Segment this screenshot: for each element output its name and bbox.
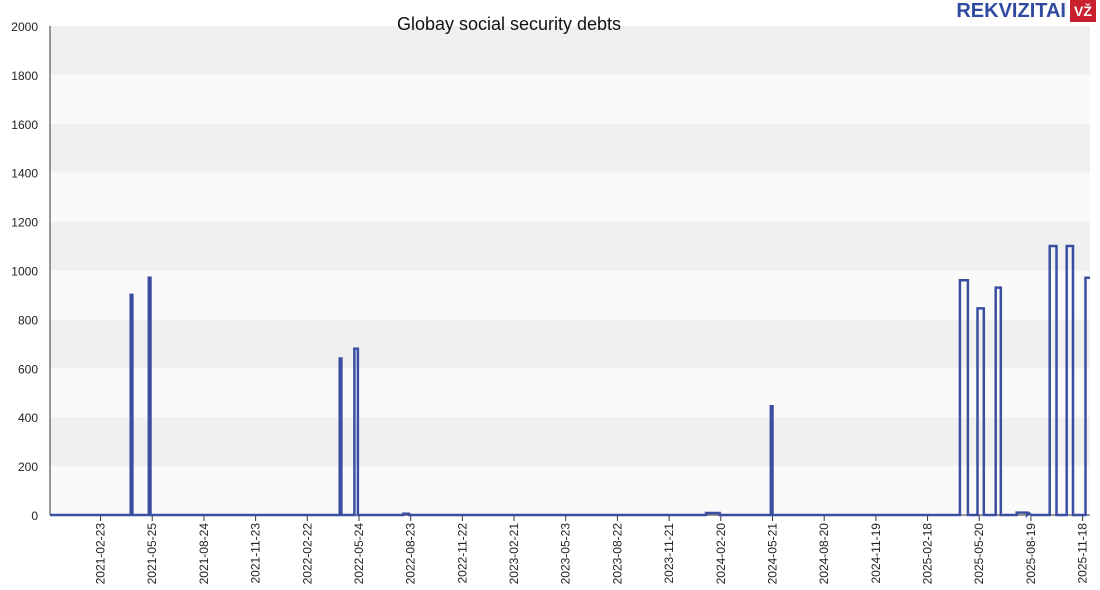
y-tick-label: 1200 (11, 216, 38, 230)
y-tick-label: 2000 (11, 20, 38, 34)
x-tick-label: 2023-02-21 (507, 523, 521, 585)
rekvizitai-logo[interactable]: REKVIZITAI VŽ (956, 0, 1096, 22)
x-tick-label: 2023-08-22 (610, 523, 624, 585)
grid-band (50, 368, 1090, 418)
grid-band (50, 417, 1090, 467)
grid-band (50, 74, 1090, 124)
x-tick-label: 2024-11-19 (869, 523, 883, 584)
grid-band (50, 123, 1090, 173)
x-tick-label: 2022-08-23 (404, 523, 418, 585)
y-tick-label: 1800 (11, 69, 38, 83)
x-tick-label: 2021-02-23 (94, 523, 108, 585)
logo-badge: VŽ (1070, 0, 1096, 22)
y-tick-label: 1000 (11, 265, 38, 279)
grid-band (50, 466, 1090, 515)
x-tick-label: 2025-11-18 (1076, 523, 1090, 584)
y-tick-label: 1400 (11, 167, 38, 181)
x-tick-label: 2021-05-25 (145, 523, 159, 585)
series-line (50, 244, 1090, 519)
y-tick-label: 200 (18, 460, 38, 474)
y-tick-label: 0 (31, 509, 38, 523)
grid-band (50, 319, 1090, 369)
x-tick-label: 2022-05-24 (352, 523, 366, 585)
y-tick-label: 800 (18, 313, 38, 327)
y-tick-label: 400 (18, 411, 38, 425)
x-tick-label: 2024-02-20 (714, 523, 728, 585)
x-tick-label: 2022-02-22 (300, 523, 314, 585)
y-tick-label: 600 (18, 362, 38, 376)
x-tick-label: 2022-11-22 (455, 523, 469, 584)
x-tick-label: 2021-11-23 (249, 523, 263, 584)
x-tick-label: 2024-05-21 (765, 523, 779, 585)
x-tick-label: 2025-05-20 (972, 523, 986, 585)
y-tick-label: 1600 (11, 118, 38, 132)
logo-text: REKVIZITAI (956, 0, 1066, 22)
chart-title: Globay social security debts (397, 14, 621, 34)
x-tick-label: 2023-11-21 (662, 523, 676, 584)
grid-band (50, 270, 1090, 320)
x-tick-label: 2025-02-18 (921, 523, 935, 585)
x-tick-label: 2025-08-19 (1024, 523, 1038, 585)
x-tick-label: 2024-08-20 (817, 523, 831, 585)
grid-band (50, 172, 1090, 222)
grid-band (50, 26, 1090, 75)
x-tick-label: 2021-08-24 (197, 523, 211, 585)
grid-band (50, 221, 1090, 271)
x-tick-label: 2023-05-23 (559, 523, 573, 585)
